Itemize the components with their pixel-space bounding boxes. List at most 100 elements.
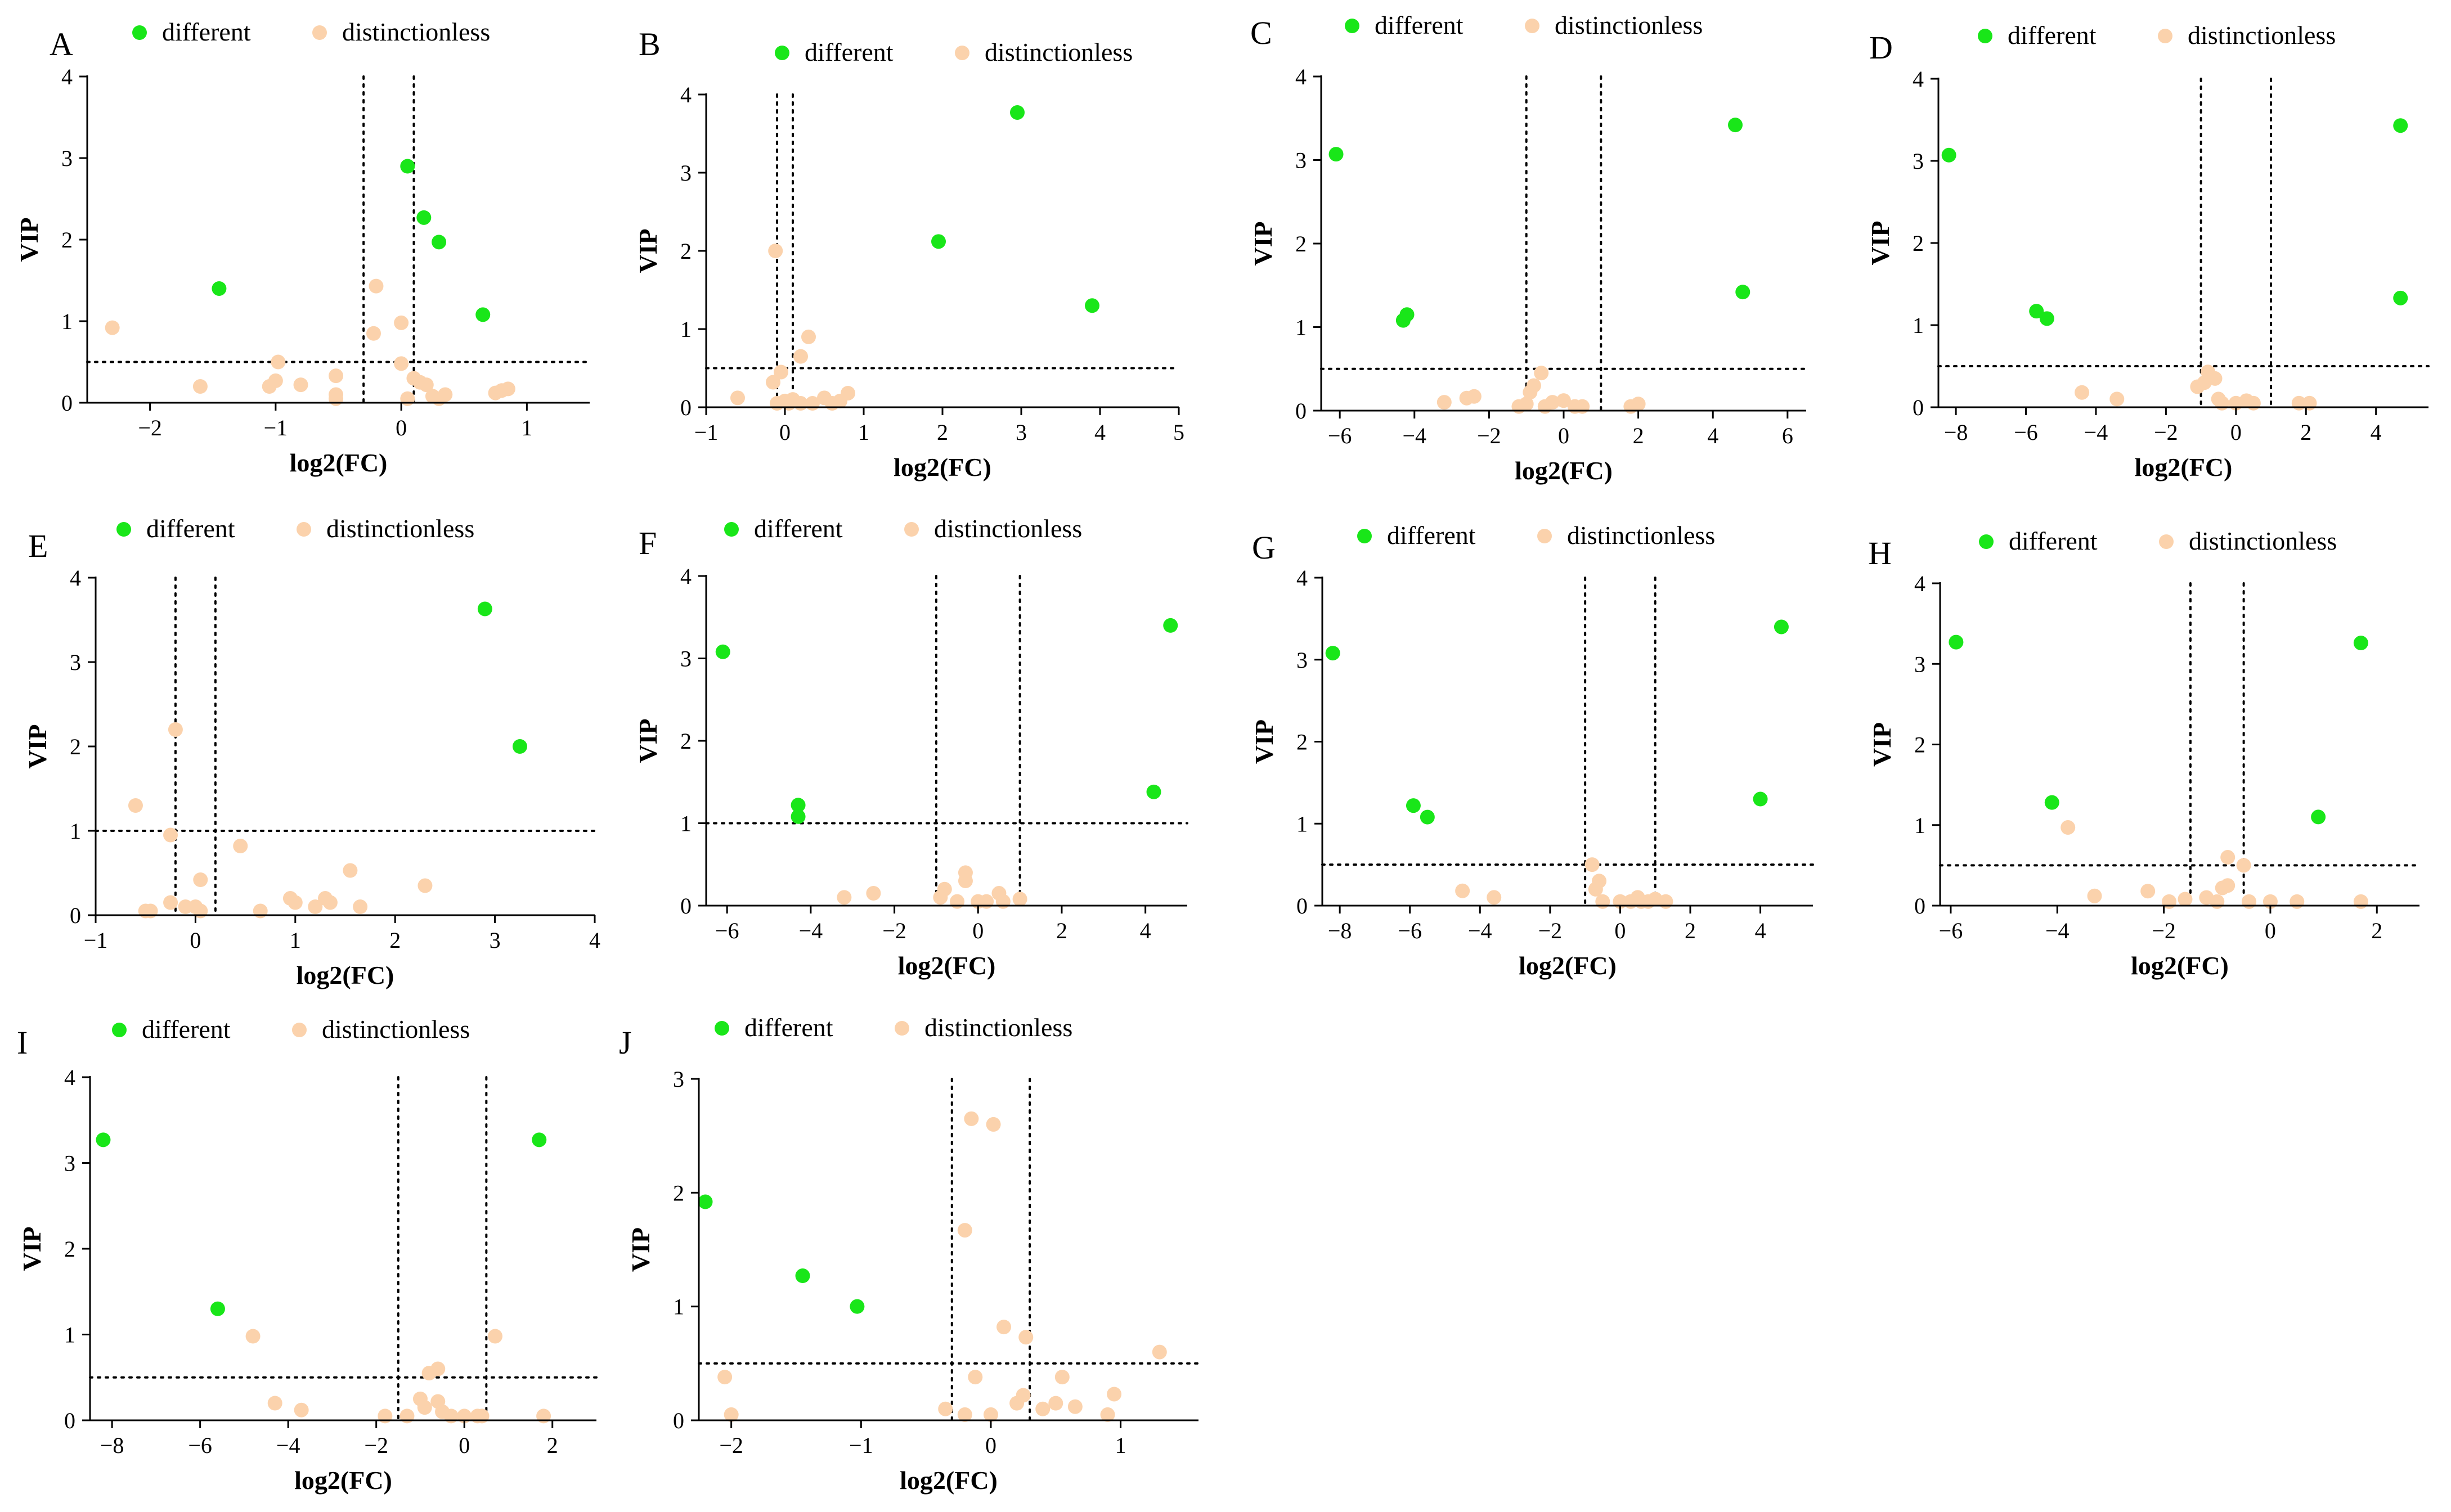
data-point-distinctionless (105, 320, 120, 335)
data-point-distinctionless (937, 881, 952, 897)
x-tick-label: 3 (490, 928, 501, 953)
panel-letter: C (1250, 15, 1272, 51)
y-tick-label: 0 (680, 395, 692, 420)
data-point-distinctionless (964, 1111, 979, 1126)
data-point-different (1163, 618, 1178, 633)
data-point-distinctionless (957, 1407, 972, 1422)
data-point-different (715, 644, 730, 659)
data-point-distinctionless (768, 244, 783, 258)
data-point-distinctionless (1658, 894, 1673, 909)
data-point-distinctionless (1466, 389, 1482, 404)
y-tick-label: 4 (680, 564, 692, 589)
data-point-different (1010, 105, 1025, 120)
x-axis-label: log2(FC) (900, 1466, 998, 1495)
data-point-distinctionless (294, 1402, 309, 1418)
x-tick-label: 0 (1558, 423, 1569, 448)
data-point-distinctionless (2087, 888, 2102, 903)
y-tick-label: 3 (61, 146, 73, 171)
y-tick-label: 1 (61, 309, 73, 334)
legend-marker-different (1979, 534, 1994, 549)
legend-marker-different (775, 46, 789, 60)
series-distinctionless (105, 278, 515, 406)
x-axis-label: log2(FC) (894, 453, 991, 482)
data-point-distinctionless (2214, 395, 2229, 411)
y-axis-label: VIP (634, 718, 662, 763)
legend-marker-different (1345, 19, 1359, 33)
legend-marker-distinctionless (297, 522, 311, 537)
y-tick-label: 0 (61, 390, 73, 416)
legend-marker-distinctionless (1537, 529, 1552, 543)
x-tick-label: −4 (1402, 423, 1426, 448)
legend-marker-distinctionless (2159, 534, 2174, 549)
x-tick-label: −2 (364, 1433, 388, 1458)
data-point-different (791, 798, 806, 813)
data-point-distinctionless (1054, 1370, 1070, 1385)
data-point-distinctionless (1595, 894, 1610, 909)
data-point-distinctionless (2109, 392, 2125, 407)
y-tick-label: 0 (1296, 893, 1308, 919)
x-axis-label: log2(FC) (1515, 456, 1613, 485)
y-tick-label: 3 (673, 1066, 684, 1092)
x-tick-label: −4 (799, 918, 823, 943)
panel-letter: H (1868, 535, 1892, 572)
legend-marker-distinctionless (904, 522, 919, 537)
data-point-different (1774, 619, 1789, 634)
legend-label-distinctionless: distinctionless (342, 17, 490, 46)
x-tick-label: 2 (1633, 423, 1644, 448)
data-point-distinctionless (801, 329, 816, 344)
y-tick-label: 3 (64, 1151, 75, 1176)
y-tick-label: 3 (1913, 148, 1924, 174)
data-point-distinctionless (841, 385, 855, 400)
y-tick-label: 4 (1914, 571, 1925, 596)
data-point-distinctionless (957, 1223, 972, 1238)
y-tick-label: 2 (1913, 231, 1924, 256)
y-tick-label: 0 (64, 1408, 75, 1433)
data-point-distinctionless (1534, 366, 1549, 381)
legend-label-different: different (754, 514, 843, 543)
data-point-distinctionless (1016, 1388, 1031, 1403)
y-tick-label: 4 (1295, 64, 1307, 89)
data-point-distinctionless (2290, 894, 2305, 909)
data-point-different (698, 1194, 713, 1209)
x-tick-label: −2 (1538, 918, 1563, 943)
data-point-distinctionless (1455, 883, 1470, 898)
x-tick-label: 4 (1140, 918, 1151, 943)
x-tick-label: 0 (985, 1433, 996, 1458)
y-axis-label: VIP (17, 1226, 46, 1271)
series-different (1941, 118, 2408, 326)
y-tick-label: 4 (61, 64, 73, 89)
data-point-distinctionless (192, 379, 208, 394)
series-different (1949, 634, 2368, 825)
legend-label-distinctionless: distinctionless (2188, 21, 2336, 50)
data-point-distinctionless (143, 903, 158, 919)
data-point-distinctionless (717, 1370, 733, 1385)
data-point-different (416, 210, 432, 225)
x-tick-label: −8 (1328, 918, 1352, 943)
y-tick-label: 4 (64, 1065, 75, 1090)
series-different (715, 618, 1178, 824)
panel-letter: B (639, 26, 661, 62)
data-point-distinctionless (724, 1407, 739, 1422)
data-point-different (1753, 791, 1768, 807)
data-point-distinctionless (163, 895, 178, 910)
y-tick-label: 2 (1914, 732, 1925, 758)
data-point-distinctionless (793, 349, 808, 364)
legend-marker-distinctionless (895, 1021, 909, 1036)
x-tick-label: −2 (2154, 420, 2178, 445)
y-tick-label: 1 (64, 1322, 75, 1348)
legend-label-different: different (1375, 11, 1464, 39)
data-point-distinctionless (996, 1320, 1012, 1335)
data-point-different (2029, 304, 2044, 319)
y-tick-label: 1 (1914, 813, 1925, 838)
y-tick-label: 2 (1295, 231, 1307, 256)
data-point-distinctionless (168, 722, 183, 737)
x-axis-label: log2(FC) (898, 951, 996, 980)
y-tick-label: 2 (680, 728, 692, 754)
series-different (698, 1194, 865, 1314)
data-point-different (400, 159, 415, 174)
legend: different distinctionless (775, 38, 1133, 66)
